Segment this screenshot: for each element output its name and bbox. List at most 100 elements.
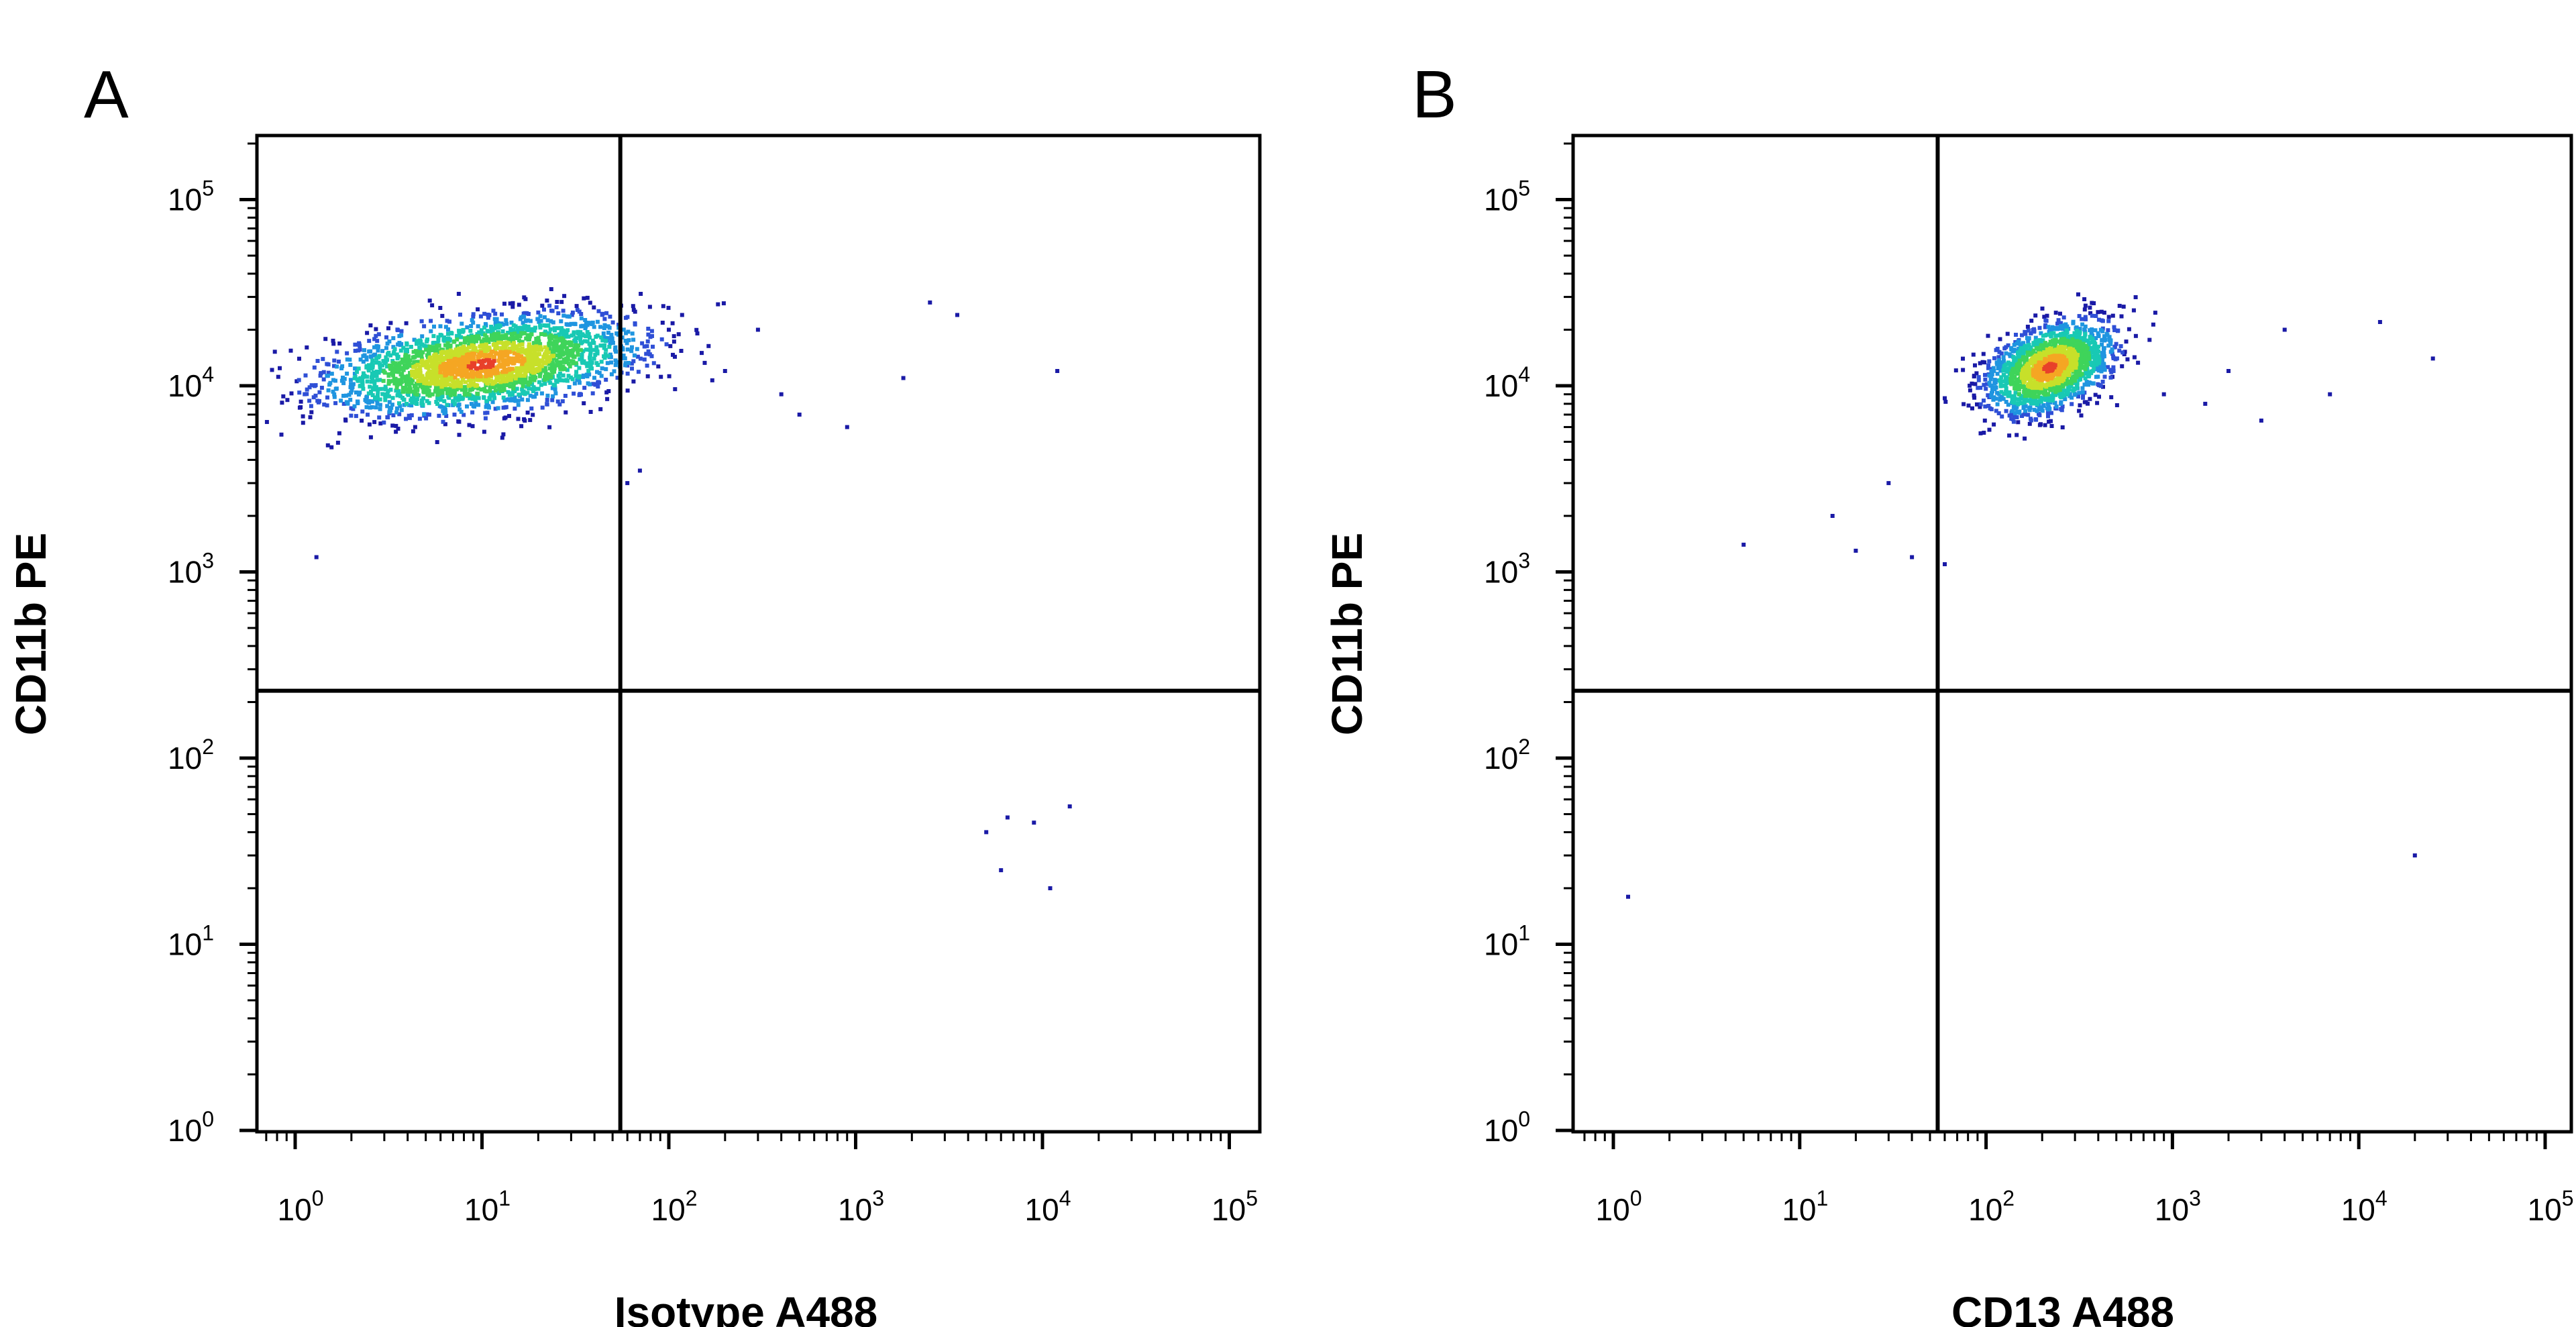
event-dot	[405, 342, 409, 347]
event-dot	[374, 374, 379, 378]
event-dot	[550, 309, 555, 313]
event-dot	[694, 327, 699, 332]
event-dot	[2106, 343, 2111, 348]
event-dot	[646, 332, 651, 337]
event-dot	[318, 373, 323, 378]
event-dot	[2028, 405, 2033, 410]
event-dot	[437, 413, 441, 418]
event-dot	[2059, 348, 2064, 352]
event-dot	[425, 362, 429, 367]
event-dot	[368, 384, 372, 389]
event-dot	[545, 347, 549, 352]
event-dot	[2076, 292, 2080, 297]
event-dot	[1982, 431, 1986, 435]
event-dot	[599, 374, 604, 378]
event-dot	[1055, 369, 1060, 373]
event-dot	[430, 372, 435, 377]
event-dot	[2133, 333, 2138, 338]
event-dot	[1978, 405, 1982, 409]
event-dot	[583, 339, 587, 343]
event-dot	[297, 390, 302, 395]
event-dot	[409, 413, 414, 417]
event-dot	[2015, 382, 2020, 386]
event-dot	[411, 396, 416, 401]
event-dot	[2063, 397, 2068, 401]
event-dot	[568, 343, 572, 348]
event-dot	[382, 392, 387, 396]
event-dot	[562, 329, 567, 333]
event-dot	[350, 385, 355, 390]
event-dot	[549, 341, 553, 346]
event-dot	[2021, 352, 2026, 357]
event-dot	[366, 391, 371, 396]
event-dot	[363, 398, 368, 403]
event-dot	[539, 319, 543, 323]
event-dot	[559, 346, 564, 351]
y-tick-label: 105	[1484, 176, 1530, 217]
event-dot	[2036, 348, 2041, 352]
event-dot	[1970, 406, 1974, 411]
event-dot	[421, 363, 426, 368]
event-dot	[2010, 379, 2015, 384]
event-dot	[550, 386, 555, 390]
event-dot	[579, 316, 584, 321]
event-dot	[370, 405, 374, 409]
event-dot	[2031, 385, 2036, 390]
event-dot	[606, 354, 610, 358]
event-dot	[2090, 355, 2094, 360]
event-dot	[2080, 317, 2084, 321]
event-dot	[2082, 382, 2087, 387]
event-dot	[436, 335, 441, 340]
event-dot	[2032, 329, 2037, 334]
event-dot	[629, 361, 634, 366]
event-dot	[476, 307, 480, 312]
event-dot	[1994, 378, 1998, 383]
event-dot	[468, 364, 473, 369]
event-dot	[2061, 339, 2065, 344]
event-dot	[376, 348, 380, 353]
event-dot	[314, 555, 319, 560]
event-dot	[2070, 402, 2074, 407]
event-dot	[552, 326, 557, 331]
event-dot	[632, 353, 637, 358]
event-dot	[2100, 329, 2105, 333]
event-dot	[568, 364, 572, 369]
event-dot	[2016, 401, 2021, 406]
event-dot	[512, 351, 517, 356]
event-dot	[550, 398, 555, 403]
event-dot	[2041, 403, 2046, 407]
event-dot	[280, 401, 284, 405]
event-dot	[2040, 409, 2045, 413]
event-dot	[584, 321, 588, 325]
event-dot	[1005, 815, 1010, 820]
event-dot	[299, 399, 303, 404]
event-dot	[2033, 398, 2037, 402]
event-dot	[374, 360, 378, 365]
event-dot	[526, 382, 531, 387]
event-dot	[353, 366, 358, 371]
event-dot	[532, 352, 537, 356]
event-dot	[1966, 403, 1971, 408]
event-dot	[525, 355, 530, 360]
event-dot	[486, 375, 490, 380]
event-dot	[412, 370, 417, 374]
event-dot	[422, 412, 427, 417]
event-dot	[404, 321, 409, 325]
event-dot	[372, 420, 377, 425]
event-dot	[609, 333, 614, 337]
event-dot	[418, 347, 423, 352]
event-dot	[486, 339, 491, 344]
event-dot	[476, 334, 481, 339]
event-dot	[520, 397, 525, 402]
event-dot	[559, 300, 564, 305]
event-dot	[2092, 366, 2096, 370]
event-dot	[2086, 373, 2090, 378]
event-dot	[2004, 351, 2008, 356]
event-dot	[475, 332, 480, 337]
event-dot	[2083, 315, 2088, 319]
event-dot	[1983, 377, 1988, 382]
event-dot	[458, 313, 462, 317]
event-dot	[305, 392, 309, 396]
event-dot	[513, 374, 517, 378]
